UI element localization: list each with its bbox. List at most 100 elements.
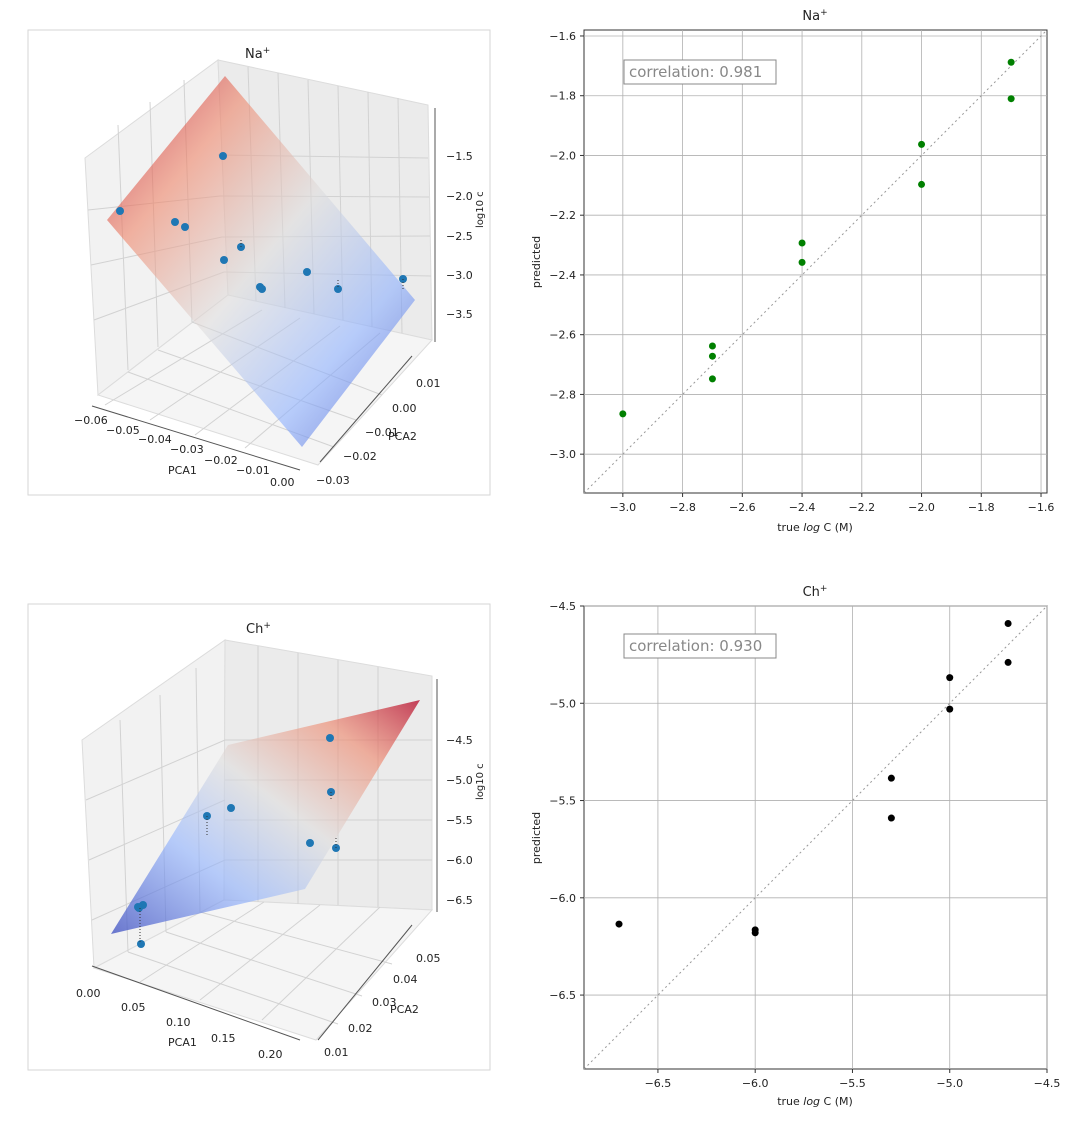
y-tick-label: −5.0	[549, 697, 576, 710]
y-tick-label: 0.03	[372, 996, 397, 1009]
data-point	[1007, 95, 1015, 103]
plot-frame	[583, 29, 1048, 494]
y-tick-label: 0.01	[324, 1046, 349, 1059]
z-tick-label: −4.5	[446, 734, 473, 747]
x-axis-label: PCA1	[168, 1036, 197, 1049]
z-tick-label: −5.5	[446, 814, 473, 827]
x-axis	[91, 405, 301, 471]
correlation-annotation: correlation: 0.930	[629, 637, 762, 655]
x-ticks: −0.06 −0.05 −0.04 −0.03 −0.02 −0.01 0.00	[74, 414, 295, 489]
y-tick-label: −3.0	[549, 448, 576, 461]
x-tick-label: −2.6	[729, 501, 756, 514]
z-ticks: −6.5 −6.0 −5.5 −5.0 −4.5	[446, 734, 473, 907]
y-tick-label: −2.0	[549, 149, 576, 162]
title-superscript: +	[263, 46, 271, 56]
data-point	[798, 258, 806, 266]
annotation-box	[623, 59, 777, 85]
z-tick-label: −2.5	[446, 230, 473, 243]
z-ticks: −3.5 −3.0 −2.5 −2.0 −1.5	[446, 150, 473, 321]
y-tick-label: −2.8	[549, 388, 576, 401]
z-tick-label: −2.0	[446, 190, 473, 203]
data-point	[1004, 658, 1012, 666]
panel-title: Na+	[802, 8, 827, 24]
y-axis	[317, 924, 413, 1041]
panel-ch-scatter: Ch+ −6.5 −6.0 −5.5 −5.0 −4.5 −6.5 −6.0 −5.5 −5.0…	[530, 584, 1060, 1108]
x-tick-label: 0.05	[121, 1001, 146, 1014]
panel-na-scatter: Na+ −3.0 −2.8 −2.6 −2.4 −2.2 −2.0 −1.8 −1.6−3.0…	[530, 8, 1054, 534]
z-tick-label: −5.0	[446, 774, 473, 787]
title-superscript: +	[263, 621, 271, 631]
y-axis-label: PCA2	[388, 430, 417, 443]
data-point	[619, 410, 627, 418]
z-tick-label: −3.0	[446, 269, 473, 282]
data-point	[887, 814, 895, 822]
point-3d	[326, 734, 334, 742]
x-tick-label: −2.8	[669, 501, 696, 514]
x-tick-label: −5.5	[839, 1077, 866, 1090]
title-text: Ch	[246, 622, 263, 637]
y-tick-label: −6.0	[549, 892, 576, 905]
tick-labels: −6.5 −6.0 −5.5 −5.0 −4.5 −6.5 −6.0 −5.5 −5.0 −4.5	[549, 600, 1060, 1090]
y-tick-label: −6.5	[549, 989, 576, 1002]
x-ticks: 0.00 0.05 0.10 0.15 0.20	[76, 987, 283, 1061]
data-points	[619, 58, 1015, 418]
residual-lines	[139, 792, 337, 944]
point-3d	[258, 285, 266, 293]
z-axis-label: log10 c	[475, 191, 486, 228]
panel-na-3d: −3.5 −3.0 −2.5 −2.0 −1.5 −0.06 −0.05 −0.…	[27, 29, 491, 496]
tick-labels: −3.0 −2.8 −2.6 −2.4 −2.2 −2.0 −1.8 −1.6 −3.0 −2.8…	[549, 30, 1054, 514]
x-tick-label: 0.15	[211, 1032, 236, 1045]
y-axis-label: predicted	[530, 812, 543, 864]
title-text: Ch	[803, 585, 820, 600]
data-point	[798, 239, 806, 247]
x-tick-label: −2.0	[908, 501, 935, 514]
xlabel-pre: true	[777, 521, 803, 534]
z-tick-label: −6.0	[446, 854, 473, 867]
x-tick-label: −6.0	[742, 1077, 769, 1090]
x-tick-label: 0.20	[258, 1048, 283, 1061]
regression-surface	[111, 700, 420, 934]
x-tick-label: −1.6	[1028, 501, 1055, 514]
data-points	[615, 620, 1012, 937]
y-tick-label: 0.01	[416, 377, 441, 390]
z-tick-label: −6.5	[446, 894, 473, 907]
regression-surface	[107, 76, 415, 447]
panel-title: Na+	[245, 46, 270, 62]
pane-floor	[92, 899, 434, 1041]
xlabel-italic: log	[803, 1095, 820, 1108]
point-3d	[219, 152, 227, 160]
y-tick-label: −0.03	[316, 474, 350, 487]
x-tick-label: −0.05	[106, 424, 140, 437]
y-tick-label: −5.5	[549, 795, 576, 808]
y-axis	[319, 355, 413, 463]
point-3d	[334, 285, 342, 293]
x-axis-label: true log C (M)	[777, 521, 853, 534]
x-axis	[91, 965, 301, 1041]
y-tick-label: −2.6	[549, 329, 576, 342]
correlation-annotation: correlation: 0.981	[629, 63, 762, 81]
y-tick-label: −0.01	[365, 426, 399, 439]
grid	[584, 30, 1047, 493]
data-point	[1007, 58, 1015, 66]
z-tick-label: −1.5	[446, 150, 473, 163]
y-tick-label: 0.02	[348, 1022, 373, 1035]
y-axis-label: predicted	[530, 236, 543, 288]
point-3d	[303, 268, 311, 276]
data-point	[946, 705, 954, 713]
residual-lines	[240, 240, 404, 290]
point-3d	[220, 256, 228, 264]
point-3d	[134, 903, 142, 911]
x-tick-label: −6.5	[645, 1077, 672, 1090]
x-tick-label: 0.00	[270, 476, 295, 489]
x-axis-label: PCA1	[168, 464, 197, 477]
x-tick-label: −0.02	[204, 454, 238, 467]
y-tick-label: 0.00	[392, 402, 417, 415]
title-superscript: +	[820, 584, 828, 594]
y-ticks: −0.03 −0.02 −0.01 0.00 0.01	[316, 377, 441, 487]
annotation-box	[623, 633, 777, 659]
grid	[584, 605, 1048, 1069]
title-text: Na	[802, 9, 820, 24]
y-axis-label: PCA2	[390, 1003, 419, 1016]
z-axis-label: log10 c	[475, 763, 486, 800]
